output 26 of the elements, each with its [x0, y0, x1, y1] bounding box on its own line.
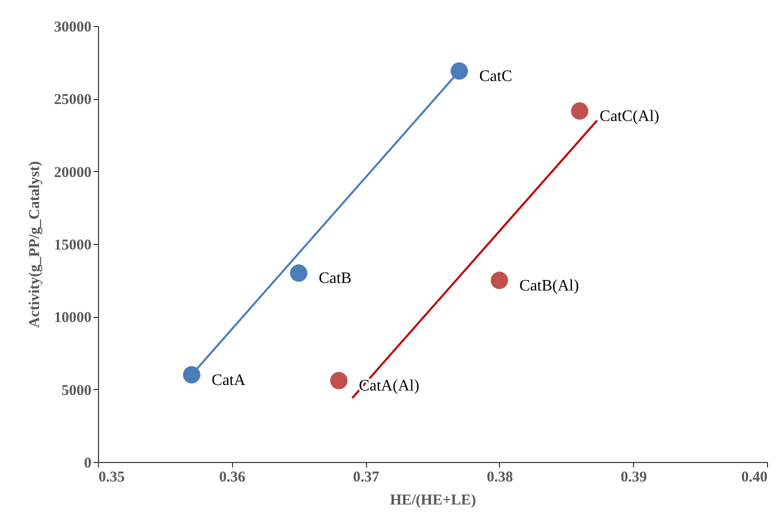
- y-tick-label: 5000: [62, 382, 92, 399]
- annotation: CatC(Al): [600, 108, 660, 126]
- point: [330, 372, 348, 390]
- x-tick-label: 0.38: [486, 470, 514, 486]
- y-tick-label: 20000: [54, 164, 92, 181]
- point: [450, 62, 468, 80]
- y-tick-label: 0: [84, 456, 92, 472]
- point: [571, 102, 588, 120]
- point: [490, 272, 508, 289]
- text: 0.35: [98, 470, 125, 486]
- y-axis-title: Activity(g_PP/g_Catalyst): [27, 161, 43, 328]
- x-axis-title: HE/(HE+LE): [390, 492, 476, 508]
- x-tick-label: 0.39: [620, 470, 647, 486]
- annotation: CatB(Al): [519, 277, 579, 294]
- text: 0.40: [741, 470, 768, 486]
- annotation: CatB: [318, 270, 352, 288]
- x-tick-label: 0.37: [352, 470, 380, 486]
- annotation: CatC: [479, 68, 512, 86]
- annotation: CatA: [212, 372, 246, 389]
- y-tick-label: 15000: [54, 238, 92, 254]
- point: [290, 264, 308, 282]
- point: [183, 366, 200, 384]
- y-tick-label: 25000: [54, 92, 92, 108]
- x-tick-label: 0.36: [219, 470, 246, 486]
- y-tick-label: 10000: [54, 310, 92, 326]
- y-tick-label: 30000: [54, 20, 92, 36]
